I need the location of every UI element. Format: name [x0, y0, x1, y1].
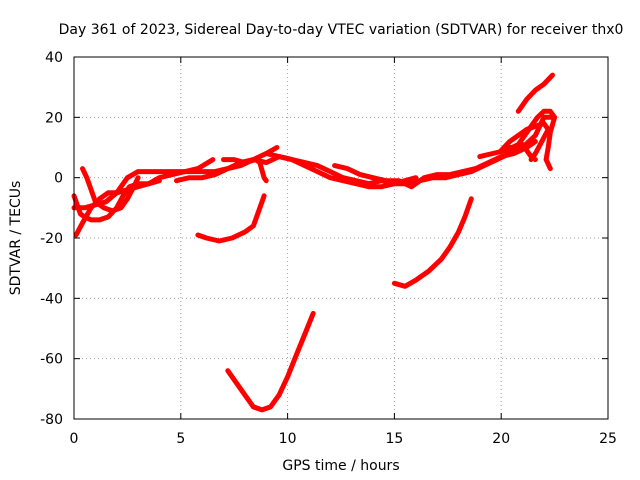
series-line: [332, 139, 538, 190]
series-line: [221, 157, 269, 184]
x-tick-label: 25: [599, 431, 617, 447]
series-line: [195, 193, 267, 244]
y-tick-label: 20: [45, 110, 63, 126]
y-tick-label: -20: [40, 231, 63, 247]
x-tick-label: 20: [492, 431, 510, 447]
x-tick-label: 5: [176, 431, 185, 447]
y-tick-label: 0: [54, 171, 63, 187]
series-line: [503, 142, 538, 163]
y-axis-label: SDTVAR / TECUs: [8, 181, 24, 296]
series-line: [80, 166, 141, 214]
series-line: [225, 310, 316, 413]
y-tick-label: -60: [40, 352, 63, 368]
x-tick-label: 10: [279, 431, 297, 447]
x-axis-label: GPS time / hours: [282, 458, 399, 474]
x-ticks: 0 5 10 15 20 25: [70, 57, 617, 447]
chart-title: Day 361 of 2023, Sidereal Day-to-day VTE…: [59, 22, 624, 38]
x-tick-label: 0: [70, 431, 79, 447]
y-ticks: -80 -60 -40 -20 0 20 40: [40, 50, 608, 428]
plot-frame: [73, 56, 609, 420]
y-tick-label: 40: [45, 50, 63, 66]
data-series: [71, 72, 558, 413]
series-line: [515, 72, 555, 114]
x-tick-label: 15: [385, 431, 403, 447]
series-line: [477, 108, 558, 172]
series-line: [391, 196, 474, 289]
grid: [74, 57, 608, 419]
series-line: [498, 120, 551, 163]
y-tick-label: -80: [40, 412, 63, 428]
y-tick-label: -40: [40, 291, 63, 307]
